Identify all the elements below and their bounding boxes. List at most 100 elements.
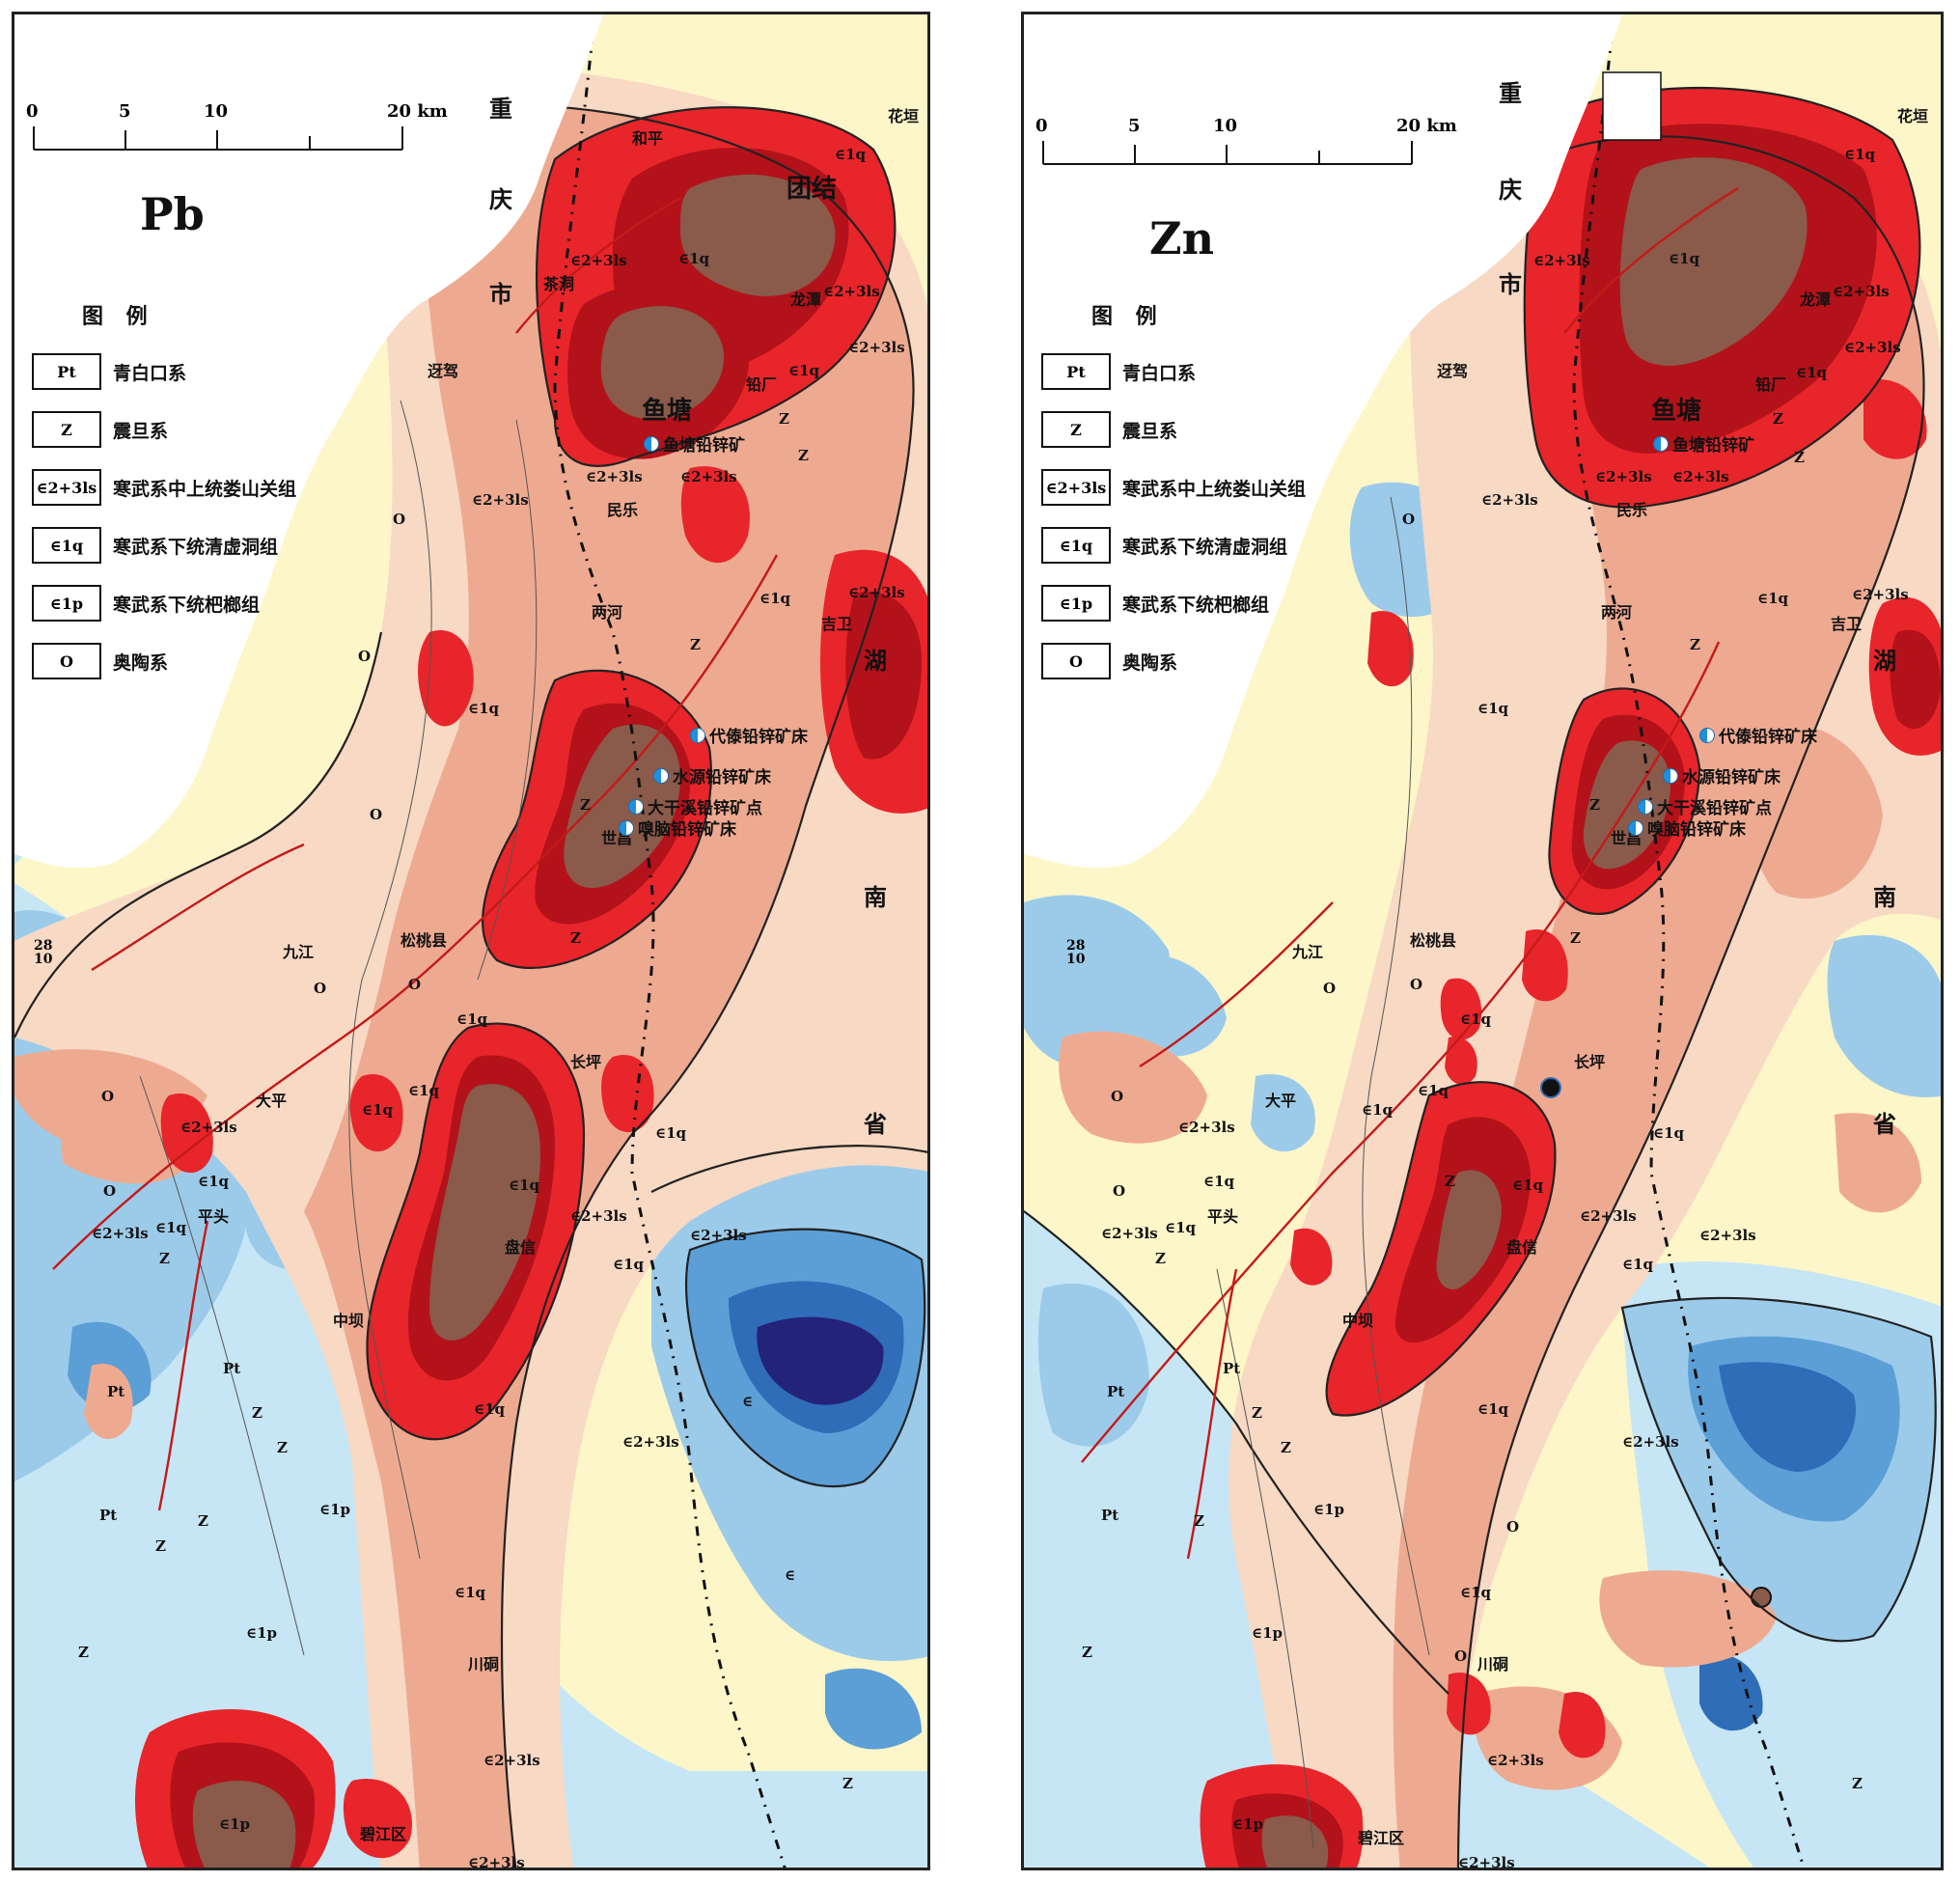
pb-lat-label: 28 10 (34, 939, 52, 966)
pb-mine-label: 大干溪铅锌矿点 (648, 799, 762, 818)
pb-formation-label: ∈1q (455, 1584, 486, 1601)
pb-place: 迓驾 (428, 362, 459, 380)
zn-red-small-7 (1367, 611, 1414, 687)
pb-formation-label: ∈2+3ls (823, 283, 880, 300)
zn-mine-shuiyuan: 水源铅锌矿床 (1663, 763, 1781, 788)
zn-formation-label: ∈2+3ls (1101, 1225, 1158, 1242)
zn-black-point-1 (1540, 1077, 1561, 1098)
zn-blue-core-se (1719, 1362, 1856, 1472)
pb-legend-code: ∈1q (32, 527, 101, 564)
pb-formation-label: ∈1q (155, 1219, 187, 1236)
zn-formation-label: ∈2+3ls (1622, 1433, 1679, 1451)
pb-province-boundary (553, 23, 787, 1868)
zn-formation-label: ∈2+3ls (1458, 1854, 1515, 1870)
zn-formation-label: ∈2+3ls (1595, 468, 1652, 485)
pb-formation-label: Z (159, 1250, 170, 1267)
zn-lat-label: 28 10 (1066, 939, 1085, 966)
pb-map-panel: Pb 0 5 10 20 km 图 例 Pt 青白口系 Z 震旦系 ∈2+3ls… (12, 12, 930, 1870)
pb-lat-min: 10 (34, 952, 53, 967)
pb-brown-central (564, 724, 680, 889)
pb-mine-label: 嗅脑铅锌矿床 (638, 820, 736, 840)
zn-mine-daganxi: 大干溪铅锌矿点 (1638, 794, 1772, 818)
zn-formation-label: ∈1q (1362, 1101, 1394, 1119)
zn-place: 川硐 (1477, 1655, 1509, 1674)
zn-darkred-east-1 (1890, 629, 1941, 729)
pb-formation-label: ∈2+3ls (570, 1207, 627, 1225)
zn-formation-label: Z (1690, 636, 1700, 653)
pb-formation-label: ∈2+3ls (472, 491, 529, 509)
zn-province-label: 南 (1873, 883, 1896, 911)
zn-province-label: 省 (1873, 1110, 1896, 1138)
mine-symbol-icon (690, 727, 705, 743)
pb-place: 长坪 (570, 1053, 602, 1071)
pb-brown-south (192, 1781, 296, 1868)
pb-formation-label: ∈2+3ls (180, 1119, 237, 1136)
zn-province-boundary (1572, 23, 1806, 1868)
pb-mine-xiunao: 嗅脑铅锌矿床 (619, 816, 736, 840)
pb-formation-label: ∈2+3ls (586, 468, 643, 485)
pb-legend-code: Pt (32, 353, 101, 390)
zn-formation-label: ∈1q (1203, 1173, 1235, 1190)
pb-formation-label: Z (842, 1775, 853, 1792)
zn-scale-bar (1042, 141, 1413, 165)
pb-formation-label: Z (198, 1512, 208, 1530)
pb-anomaly-map (14, 14, 927, 1868)
zn-place: 长坪 (1574, 1053, 1606, 1071)
pb-place: 平头 (198, 1207, 230, 1226)
pb-formation-label: Z (779, 410, 789, 428)
zn-formation-label: ∈1q (1165, 1219, 1197, 1236)
pb-place: 茶洞 (543, 275, 575, 293)
zn-place: 中坝 (1342, 1312, 1374, 1330)
pb-formation-label: ∈1q (509, 1176, 540, 1194)
zn-map-panel: Zn 0 5 10 20 km 图 例 Pt 青白口系 Z 震旦系 ∈2+3ls… (1021, 12, 1944, 1870)
zn-legend-title: 图 例 (1091, 304, 1165, 329)
zn-brown-point-1 (1751, 1587, 1772, 1608)
pb-province-label: 庆 (489, 185, 512, 213)
zn-formation-label: ∈1q (1622, 1256, 1654, 1273)
zn-salmon-s1 (1599, 1570, 1777, 1668)
zn-brown-north (1619, 157, 1808, 366)
pb-legend-row-ls: ∈2+3ls 寒武系中上统娄山关组 (32, 468, 296, 507)
zn-legend-code: ∈2+3ls (1041, 469, 1111, 506)
zn-place: 铅厂 (1755, 375, 1787, 394)
pb-formation-label: O (314, 980, 327, 997)
pb-formation-label: Z (252, 1404, 262, 1422)
mine-symbol-icon (644, 435, 659, 452)
pb-formation-label: O (393, 511, 406, 528)
zn-formation-label: ∈1q (1460, 1584, 1492, 1601)
zn-formation-label: ∈2+3ls (1580, 1207, 1637, 1225)
zn-formation-label: ∈2+3ls (1487, 1752, 1544, 1769)
pb-province-label: 湖 (864, 647, 887, 675)
zn-place: 龙潭 (1800, 291, 1832, 309)
zn-place: 鱼塘 (1651, 397, 1702, 426)
zn-mine-xiunao: 嗅脑铅锌矿床 (1628, 816, 1746, 840)
zn-legend-code: ∈1p (1041, 585, 1111, 622)
pb-formation-label: ∈1q (474, 1400, 506, 1418)
zn-mine-label: 代傣铅锌矿床 (1719, 728, 1817, 747)
pb-formation-label: ∈1q (678, 250, 710, 267)
zn-formation-label: ∈2+3ls (1844, 339, 1901, 356)
pb-formation-label: Z (277, 1439, 288, 1456)
zn-formation-label: ∈2+3ls (1852, 586, 1909, 603)
zn-place: 两河 (1601, 603, 1633, 622)
pb-formation-label: O (358, 648, 372, 665)
zn-legend-code: Z (1041, 411, 1111, 448)
pb-legend-row-z: Z 震旦系 (32, 410, 168, 449)
zn-formation-label: ∈1q (1653, 1124, 1685, 1142)
pb-scale-tick-20: 20 km (387, 101, 448, 122)
pb-formation-label: Z (78, 1644, 89, 1661)
pb-formation-label: ∈1p (246, 1624, 278, 1642)
zn-legend-label: 寒武系中上统娄山关组 (1122, 478, 1307, 500)
pb-legend-label: 寒武系中上统娄山关组 (113, 478, 297, 500)
pb-formation-label: ∈1q (362, 1101, 394, 1119)
pb-formation-label: O (370, 806, 383, 823)
zn-province-label: 湖 (1873, 647, 1896, 675)
pb-formation-label: ∈2+3ls (690, 1227, 747, 1244)
zn-mine-daidai: 代傣铅锌矿床 (1699, 723, 1817, 747)
pb-legend-code: ∈1p (32, 585, 101, 622)
zn-scale-tick-20: 20 km (1396, 116, 1457, 136)
pb-formation-label: ∈2+3ls (92, 1225, 149, 1242)
zn-formation-label: ∈2+3ls (1178, 1119, 1235, 1136)
zn-scale-tick-10: 10 (1213, 116, 1238, 136)
pb-scale-tick-5: 5 (119, 101, 131, 122)
